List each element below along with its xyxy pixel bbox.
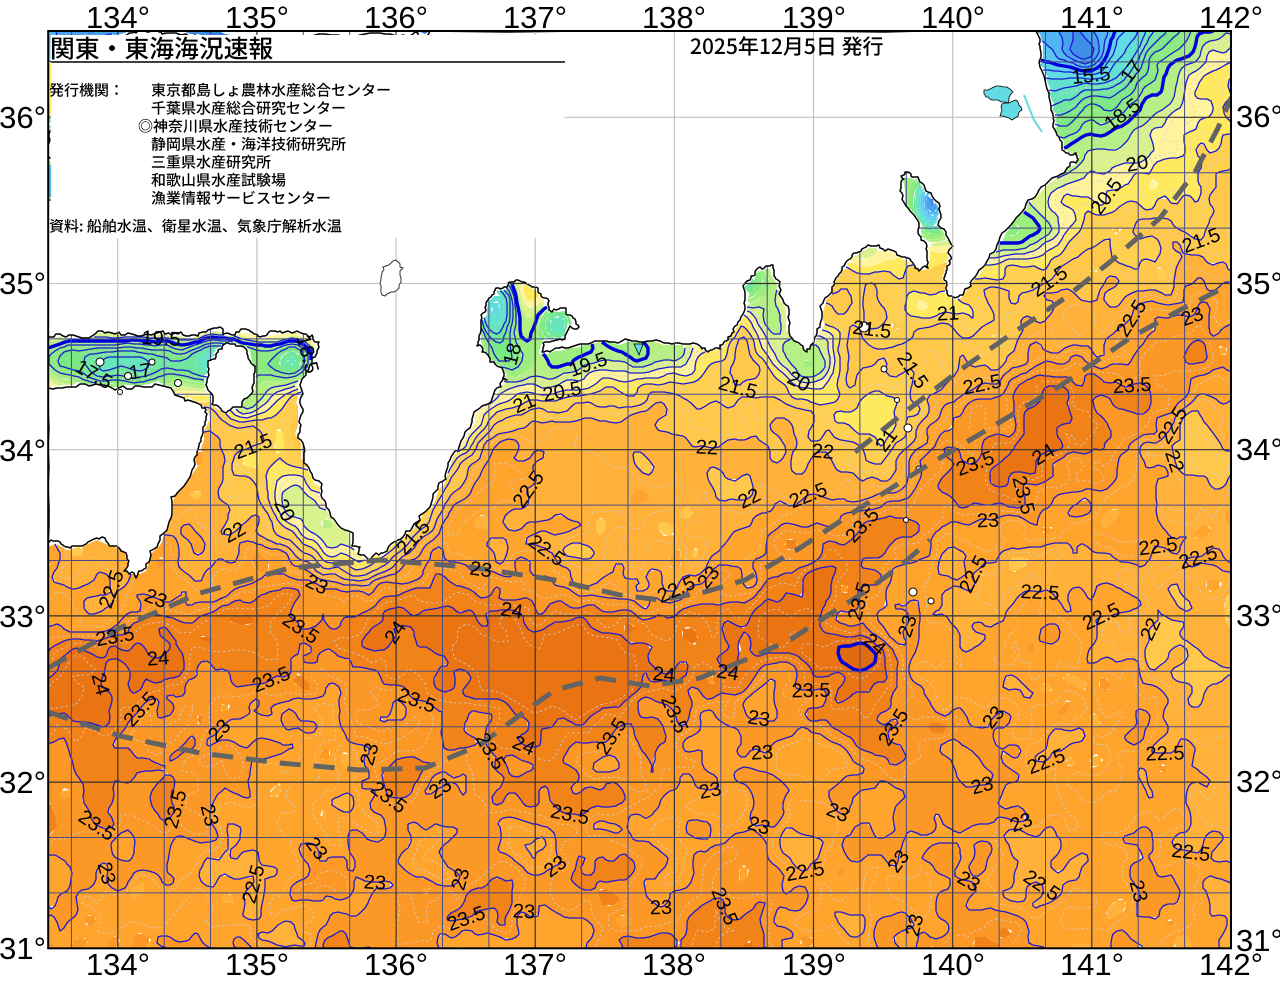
svg-text:134°: 134° bbox=[86, 947, 150, 980]
svg-text:34°: 34° bbox=[1236, 432, 1280, 467]
svg-text:141°: 141° bbox=[1060, 947, 1124, 980]
svg-text:23: 23 bbox=[697, 778, 723, 804]
svg-text:136°: 136° bbox=[364, 947, 428, 980]
svg-text:22: 22 bbox=[695, 436, 718, 459]
svg-text:142°: 142° bbox=[1199, 947, 1263, 980]
svg-text:35°: 35° bbox=[1236, 266, 1280, 301]
svg-text:20: 20 bbox=[1124, 151, 1150, 177]
svg-text:21: 21 bbox=[936, 302, 959, 325]
svg-text:139°: 139° bbox=[782, 0, 846, 35]
svg-text:31°: 31° bbox=[0, 931, 46, 966]
svg-text:17: 17 bbox=[127, 359, 152, 384]
svg-text:138°: 138° bbox=[642, 0, 706, 35]
svg-text:22: 22 bbox=[811, 440, 835, 464]
svg-text:138°: 138° bbox=[642, 947, 706, 980]
svg-text:36°: 36° bbox=[0, 100, 46, 135]
svg-text:24: 24 bbox=[715, 660, 740, 685]
svg-text:21.5: 21.5 bbox=[851, 317, 892, 344]
svg-text:32°: 32° bbox=[0, 765, 46, 800]
svg-text:135°: 135° bbox=[225, 947, 289, 980]
svg-text:23: 23 bbox=[746, 706, 771, 731]
svg-text:19.5: 19.5 bbox=[141, 327, 181, 351]
svg-text:142°: 142° bbox=[1199, 0, 1263, 35]
svg-text:24: 24 bbox=[652, 663, 676, 687]
svg-text:33°: 33° bbox=[0, 599, 46, 634]
svg-text:24: 24 bbox=[146, 647, 170, 670]
svg-text:135°: 135° bbox=[225, 0, 289, 35]
svg-text:22.5: 22.5 bbox=[1170, 840, 1211, 867]
svg-text:33°: 33° bbox=[1236, 598, 1280, 633]
svg-text:15.5: 15.5 bbox=[1071, 63, 1112, 89]
svg-text:23: 23 bbox=[650, 897, 673, 919]
svg-text:136°: 136° bbox=[364, 0, 428, 35]
svg-text:23: 23 bbox=[512, 900, 535, 923]
svg-text:35°: 35° bbox=[0, 266, 46, 301]
svg-text:140°: 140° bbox=[921, 0, 985, 35]
svg-text:139°: 139° bbox=[782, 947, 846, 980]
svg-text:22.5: 22.5 bbox=[1137, 534, 1178, 561]
svg-text:23: 23 bbox=[363, 871, 387, 894]
svg-text:32°: 32° bbox=[1236, 764, 1280, 799]
svg-text:36°: 36° bbox=[1236, 99, 1280, 134]
svg-text:23: 23 bbox=[977, 510, 1000, 533]
svg-text:31°: 31° bbox=[1236, 923, 1280, 958]
svg-text:24: 24 bbox=[499, 598, 524, 623]
svg-text:23.5: 23.5 bbox=[1112, 374, 1152, 399]
svg-text:22.5: 22.5 bbox=[1145, 742, 1185, 765]
svg-text:22.5: 22.5 bbox=[1020, 581, 1060, 605]
svg-text:34°: 34° bbox=[0, 433, 46, 468]
svg-text:140°: 140° bbox=[921, 947, 985, 980]
svg-text:23: 23 bbox=[750, 741, 773, 764]
svg-text:134°: 134° bbox=[86, 0, 150, 35]
svg-text:137°: 137° bbox=[503, 0, 567, 35]
svg-text:137°: 137° bbox=[503, 947, 567, 980]
svg-text:141°: 141° bbox=[1060, 0, 1124, 35]
svg-text:23: 23 bbox=[468, 558, 493, 583]
svg-text:23.5: 23.5 bbox=[791, 680, 830, 703]
